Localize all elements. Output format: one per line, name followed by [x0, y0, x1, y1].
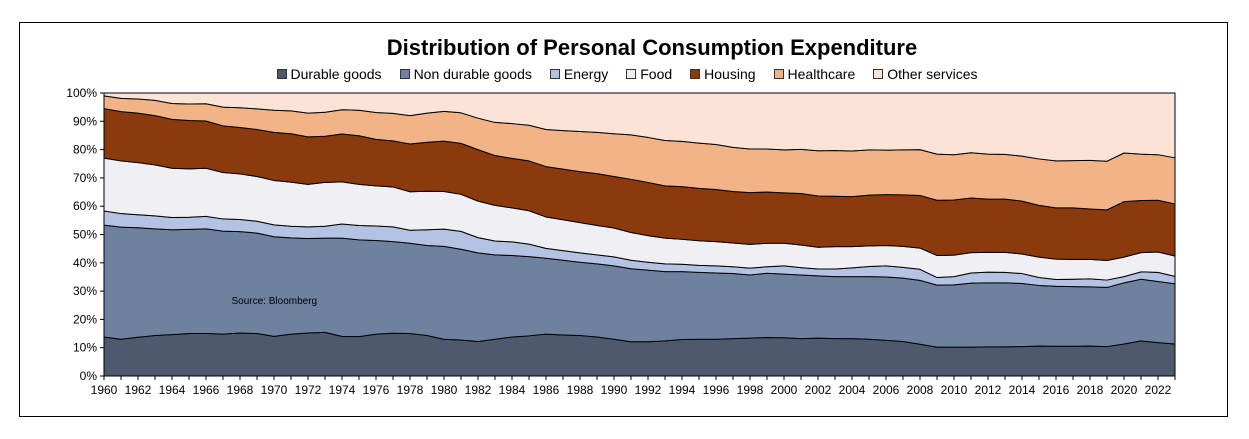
x-tick-label: 1972 — [295, 383, 322, 397]
source-annotation: Source: Bloomberg — [232, 296, 318, 307]
legend-swatch — [773, 69, 784, 79]
x-tick-label: 1998 — [737, 383, 764, 397]
legend-swatch — [626, 69, 637, 79]
legend-label: Healthcare — [787, 66, 856, 82]
x-tick-label: 1964 — [159, 383, 186, 397]
x-tick-label: 2006 — [873, 383, 900, 397]
x-tick-label: 1992 — [635, 383, 662, 397]
y-tick-label: 70% — [73, 171, 97, 185]
legend-item: Non durable goods — [399, 66, 532, 82]
legend-label: Non durable goods — [413, 66, 532, 82]
y-tick-label: 20% — [73, 312, 97, 326]
legend-item: Other services — [873, 66, 977, 82]
x-tick-label: 2022 — [1145, 383, 1172, 397]
x-tick-label: 1990 — [601, 383, 628, 397]
x-tick-label: 2020 — [1111, 383, 1138, 397]
x-tick-label: 1968 — [227, 383, 254, 397]
x-tick-label: 1970 — [261, 383, 288, 397]
y-tick-label: 0% — [80, 369, 98, 383]
legend-swatch — [399, 69, 410, 79]
x-tick-label: 2016 — [1043, 383, 1070, 397]
legend-swatch — [549, 69, 560, 79]
y-tick-label: 80% — [73, 143, 97, 157]
x-tick-label: 1966 — [193, 383, 220, 397]
x-tick-label: 1982 — [465, 383, 492, 397]
x-tick-label: 2002 — [805, 383, 832, 397]
legend-swatch — [690, 69, 701, 79]
y-tick-label: 40% — [73, 256, 97, 270]
y-tick-label: 50% — [73, 228, 97, 242]
x-tick-label: 1962 — [125, 383, 152, 397]
legend-swatch — [873, 69, 884, 79]
y-tick-label: 60% — [73, 199, 97, 213]
x-tick-label: 1986 — [533, 383, 560, 397]
legend-item: Healthcare — [773, 66, 856, 82]
x-tick-label: 2012 — [975, 383, 1002, 397]
x-tick-label: 2000 — [771, 383, 798, 397]
y-tick-label: 100% — [66, 86, 97, 100]
x-tick-label: 1976 — [363, 383, 390, 397]
chart-title: Distribution of Personal Consumption Exp… — [386, 35, 918, 60]
legend-item: Durable goods — [276, 66, 382, 82]
x-tick-label: 1996 — [703, 383, 730, 397]
area-other-services — [103, 92, 1176, 162]
legend-label: Housing — [704, 66, 756, 82]
x-tick-label: 1988 — [567, 383, 594, 397]
legend-label: Food — [640, 66, 673, 82]
x-tick-label: 2008 — [907, 383, 934, 397]
legend-swatch — [276, 69, 287, 79]
legend-item: Energy — [549, 66, 609, 82]
x-tick-label: 1980 — [431, 383, 458, 397]
legend-label: Other services — [887, 66, 978, 82]
x-tick-label: 1960 — [91, 383, 118, 397]
legend-item: Housing — [690, 66, 756, 82]
x-tick-label: 1974 — [329, 383, 356, 397]
x-tick-label: 1984 — [499, 383, 526, 397]
chart-legend: Durable goods Non durable goods Energy Food… — [0, 66, 1249, 82]
legend-label: Durable goods — [290, 66, 382, 82]
x-tick-label: 1994 — [669, 383, 696, 397]
legend-item: Food — [626, 66, 672, 82]
y-tick-label: 30% — [73, 284, 97, 298]
y-tick-label: 90% — [73, 114, 97, 128]
x-tick-label: 2014 — [1009, 383, 1036, 397]
x-tick-label: 2004 — [839, 383, 866, 397]
legend-label: Energy — [563, 66, 609, 82]
y-tick-label: 10% — [73, 341, 97, 355]
x-tick-label: 1978 — [397, 383, 424, 397]
x-tick-label: 2018 — [1077, 383, 1104, 397]
x-tick-label: 2010 — [941, 383, 968, 397]
